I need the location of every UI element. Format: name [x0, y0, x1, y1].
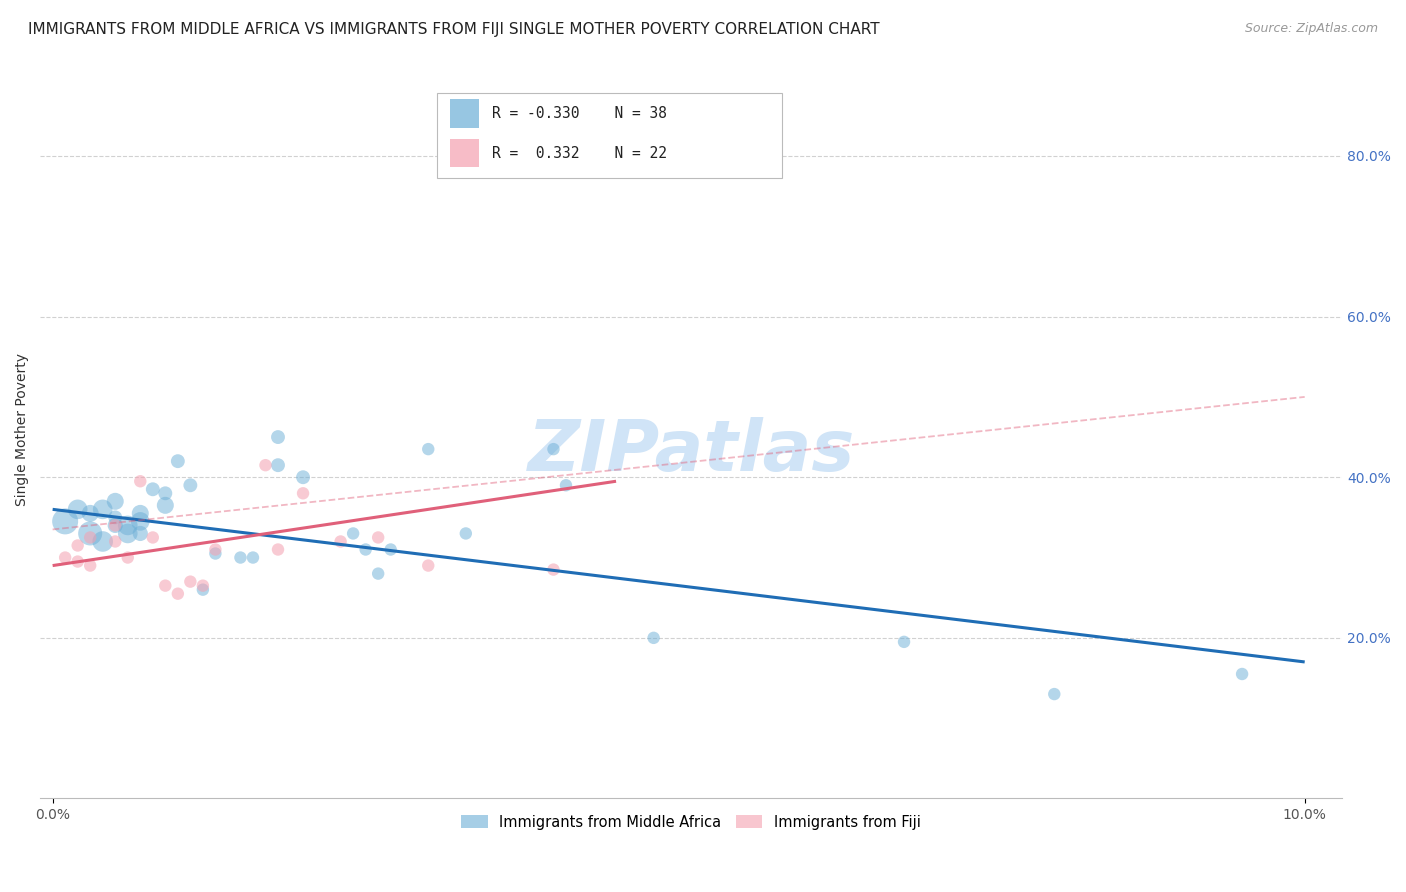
Point [555, 478, 578, 492]
Point [267, 458, 290, 473]
Point [104, 534, 127, 549]
Point [893, 635, 915, 649]
Text: Source: ZipAtlas.com: Source: ZipAtlas.com [1244, 22, 1378, 36]
Point [104, 518, 127, 533]
Point [117, 526, 139, 541]
Point [79, 531, 101, 545]
Point [643, 631, 665, 645]
Point [79, 558, 101, 573]
Point [155, 486, 177, 500]
Point [191, 582, 214, 597]
Point [155, 579, 177, 593]
Point [91, 502, 114, 516]
Point [204, 542, 226, 557]
Point [367, 566, 389, 581]
Point [179, 478, 201, 492]
Point [66, 555, 89, 569]
Point [367, 531, 389, 545]
Point [104, 494, 127, 508]
Legend: Immigrants from Middle Africa, Immigrants from Fiji: Immigrants from Middle Africa, Immigrant… [456, 809, 927, 836]
Text: IMMIGRANTS FROM MIDDLE AFRICA VS IMMIGRANTS FROM FIJI SINGLE MOTHER POVERTY CORR: IMMIGRANTS FROM MIDDLE AFRICA VS IMMIGRA… [28, 22, 880, 37]
Text: R =  0.332    N = 22: R = 0.332 N = 22 [492, 146, 666, 161]
Point [179, 574, 201, 589]
Point [242, 550, 264, 565]
Point [129, 515, 152, 529]
Point [329, 534, 352, 549]
Point [53, 515, 76, 529]
Point [292, 486, 315, 500]
Point [543, 442, 565, 456]
Point [91, 534, 114, 549]
Point [117, 518, 139, 533]
Point [342, 526, 364, 541]
Point [267, 430, 290, 444]
Point [66, 502, 89, 516]
Point [104, 518, 127, 533]
Point [254, 458, 277, 473]
Point [418, 442, 440, 456]
FancyBboxPatch shape [437, 93, 782, 178]
Point [191, 579, 214, 593]
Point [142, 531, 165, 545]
Point [104, 510, 127, 524]
Point [380, 542, 402, 557]
Point [204, 547, 226, 561]
Point [79, 507, 101, 521]
Point [418, 558, 440, 573]
Point [454, 526, 477, 541]
Point [354, 542, 377, 557]
Point [79, 526, 101, 541]
Point [166, 454, 188, 468]
Point [142, 483, 165, 497]
Point [66, 539, 89, 553]
Point [1230, 667, 1253, 681]
Point [1043, 687, 1066, 701]
Text: ZIPatlas: ZIPatlas [527, 417, 855, 486]
Point [129, 475, 152, 489]
Point [129, 526, 152, 541]
Point [267, 542, 290, 557]
Point [292, 470, 315, 484]
Point [166, 587, 188, 601]
Point [543, 563, 565, 577]
Y-axis label: Single Mother Poverty: Single Mother Poverty [15, 352, 30, 506]
Bar [450, 100, 479, 128]
Point [229, 550, 252, 565]
Bar [450, 139, 479, 168]
Point [129, 507, 152, 521]
Point [155, 499, 177, 513]
Text: R = -0.330    N = 38: R = -0.330 N = 38 [492, 106, 666, 121]
Point [117, 550, 139, 565]
Point [53, 550, 76, 565]
